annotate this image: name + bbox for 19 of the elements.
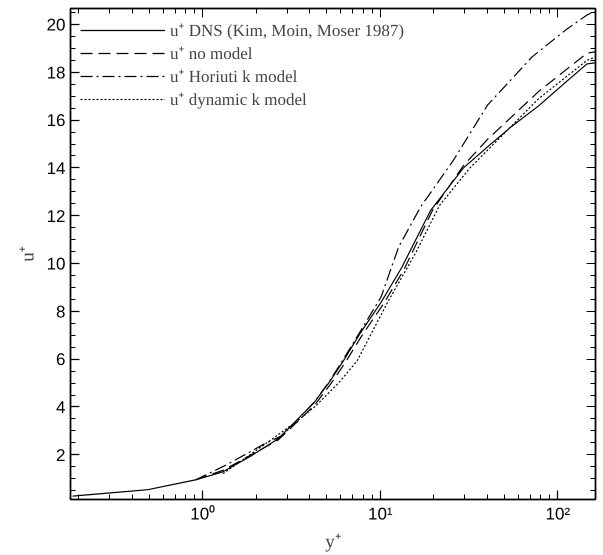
x-tick-label: 10¹ [368,504,393,524]
legend-label: u⁺ DNS (Kim, Moin, Moser 1987) [170,20,404,41]
legend-label: u⁺ Horiuti k model [170,66,298,87]
y-tick-label: 10 [46,254,66,274]
y-tick-label: 14 [46,158,66,178]
y-tick-label: 2 [56,446,66,465]
y-tick-label: 12 [46,206,66,226]
y-tick-label: 4 [56,398,66,417]
x-tick-label: 10⁰ [190,504,216,524]
y-tick-label: 8 [56,302,66,322]
y-axis-title: u⁺ [18,246,39,262]
y-tick-label: 16 [46,111,66,130]
x-axis-title: y⁺ [325,532,341,552]
y-tick-label: 18 [46,63,66,82]
legend-label: u⁺ no model [170,43,252,64]
y-tick-label: 6 [56,350,66,370]
legend-label: u⁺ dynamic k model [170,89,307,110]
x-tick-label: 10² [546,504,570,524]
y-tick-label: 20 [46,16,66,35]
